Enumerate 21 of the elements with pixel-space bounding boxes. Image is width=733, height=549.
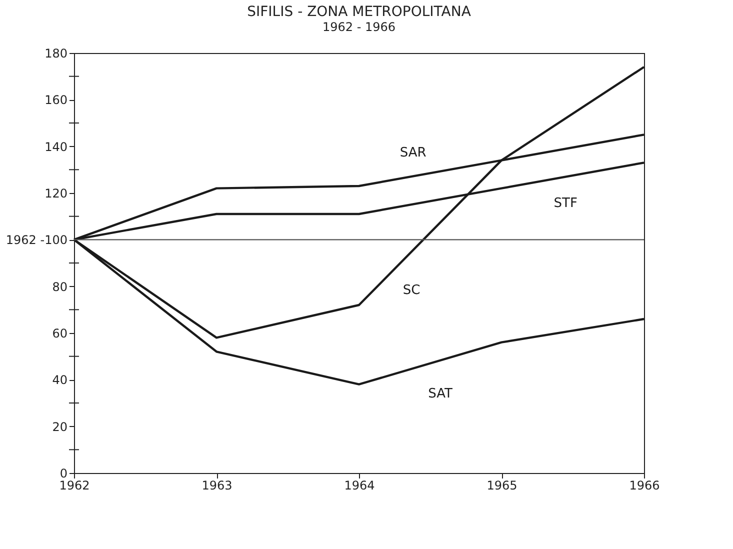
y-tick-label: 80	[52, 280, 68, 294]
x-tick-label: 1962	[59, 478, 90, 492]
y-tick-label: 120	[44, 186, 68, 200]
x-tick-label: 1965	[486, 478, 518, 492]
x-tick-label: 1963	[202, 478, 232, 492]
chart-title: SIFILIS - ZONA METROPOLITANA	[247, 4, 472, 20]
y-tick-label: 160	[44, 93, 68, 108]
y-tick-label: 180	[44, 46, 68, 60]
y-tick-label: 20	[52, 420, 68, 434]
y-tick-label: 60	[52, 326, 68, 340]
y-tick-label: 140	[44, 140, 68, 154]
y-tick-label: 1962 -100	[6, 233, 68, 248]
x-tick-label: 1964	[344, 478, 375, 492]
chart-subtitle: 1962 - 1966	[322, 20, 396, 34]
y-tick-label: 40	[52, 373, 68, 388]
series-label: SAR	[400, 145, 426, 160]
y-tick-label: 0	[60, 466, 68, 480]
series-label: SAT	[428, 386, 452, 402]
series-label: STF	[554, 196, 578, 211]
series-label: SC	[402, 283, 420, 298]
x-tick-label: 1966	[629, 478, 660, 492]
